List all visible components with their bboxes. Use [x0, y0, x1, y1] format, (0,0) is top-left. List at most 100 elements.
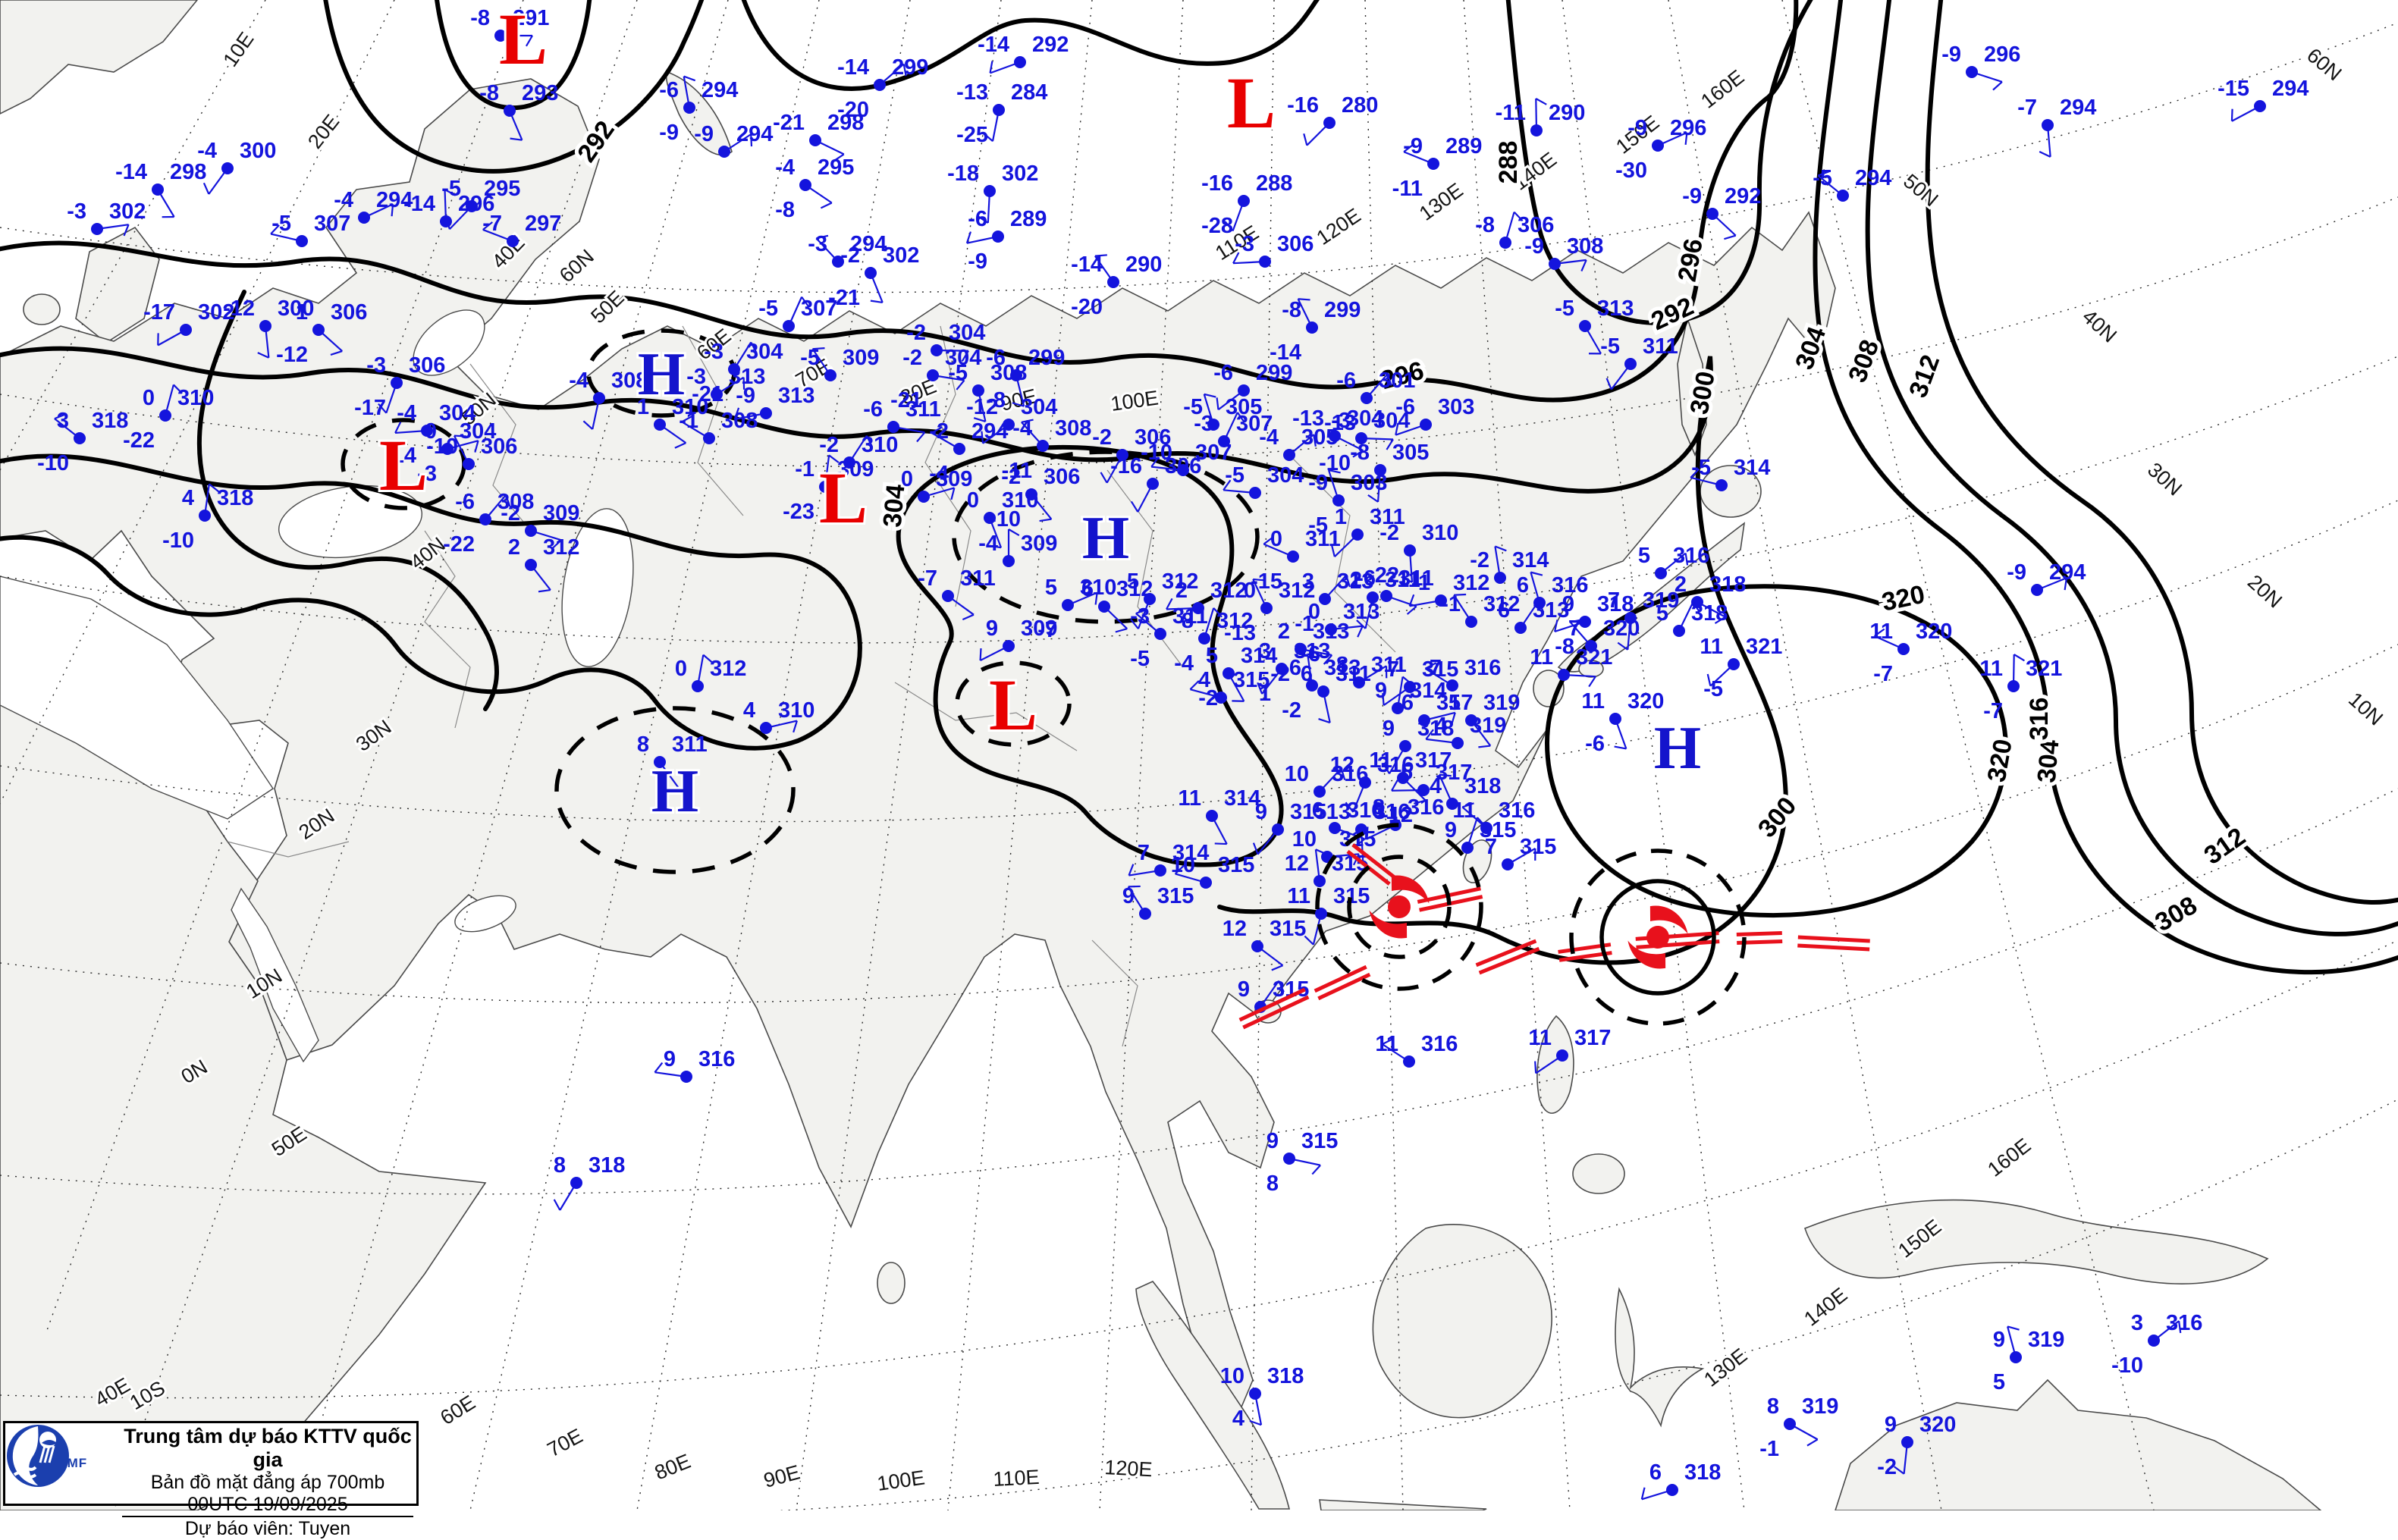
station-temperature: -8	[1282, 298, 1301, 322]
station-height: 315	[1301, 1129, 1338, 1153]
station-dot	[887, 421, 899, 433]
station-temperature: -3	[704, 340, 723, 364]
station-temperature: -18	[947, 162, 979, 186]
station-temperature: -16	[1201, 171, 1233, 196]
station-dewpoint-depression: -6	[1585, 732, 1605, 756]
station-dot	[312, 324, 325, 336]
station-dewpoint-depression: -10	[162, 528, 194, 553]
landmass-ireland	[24, 294, 60, 325]
station-temperature: -8	[479, 81, 499, 105]
station-dot	[1147, 478, 1159, 490]
station-temperature: 8	[1182, 609, 1194, 633]
station-height: 315	[1233, 668, 1270, 692]
station-temperature: -4	[775, 155, 795, 180]
station-height: 319	[1802, 1394, 1838, 1419]
station-temperature: 13	[1326, 800, 1351, 824]
station-height: 311	[1643, 334, 1678, 359]
station-dewpoint-depression: 8	[1266, 1171, 1279, 1196]
station-dot	[1003, 640, 1015, 652]
station-dot	[1116, 449, 1128, 461]
station-height: 318	[1267, 1364, 1304, 1388]
station-temperature: 0	[1244, 579, 1256, 603]
station-dot	[180, 324, 192, 336]
station-temperature: -3	[67, 199, 86, 224]
station-temperature: 12	[1285, 852, 1309, 876]
station-temperature: 6	[1517, 573, 1529, 597]
station-dot	[1355, 432, 1367, 444]
legend-subtitle: Bản đồ mặt đẳng áp 700mb	[122, 1472, 413, 1494]
grid-label: 110E	[993, 1466, 1040, 1491]
station-height: 293	[522, 81, 558, 105]
station-temperature: -16	[1287, 93, 1319, 118]
station-height: 315	[1157, 884, 1194, 908]
station-temperature: 8	[554, 1153, 566, 1178]
station-dot	[1579, 320, 1591, 332]
station-temperature: -14	[1071, 252, 1103, 277]
station-temperature: -5	[758, 296, 778, 321]
station-height: 311	[672, 732, 708, 757]
station-temperature: -5	[1555, 296, 1574, 321]
station-dot	[463, 458, 475, 470]
station-temperature: 9	[1266, 1129, 1279, 1153]
station-temperature: 9	[1993, 1328, 2005, 1352]
station-dot	[1144, 593, 1156, 605]
station-height: 292	[1032, 33, 1069, 57]
station-temperature: 5	[1045, 576, 1057, 600]
station-dewpoint-depression: -2	[1877, 1455, 1897, 1479]
station-height: 298	[827, 111, 864, 135]
station-dot	[931, 344, 943, 356]
station-dot	[1706, 208, 1718, 220]
landmass-sri-lanka	[877, 1262, 905, 1303]
station-dot	[1287, 550, 1299, 563]
station-height: 302	[198, 300, 234, 325]
station-height: 294	[736, 122, 773, 146]
station-dot	[1098, 601, 1110, 613]
station-dot	[703, 432, 715, 444]
station-height: 311	[960, 566, 996, 591]
station-height: 284	[1011, 80, 1047, 105]
station-temperature: 0	[143, 386, 155, 410]
station-height: 316	[1421, 1032, 1458, 1056]
station-height: 318	[1597, 592, 1634, 616]
high-center-symbol: H	[638, 341, 685, 408]
station-dot	[760, 722, 772, 734]
station-dot	[441, 443, 454, 455]
station-temperature: -13	[1292, 406, 1324, 431]
station-dot	[1323, 117, 1336, 129]
station-dot	[2031, 584, 2043, 596]
station-dot	[1549, 258, 1561, 270]
high-center-symbol: H	[1654, 715, 1701, 782]
station-temperature: 5	[1656, 601, 1668, 626]
station-temperature: 2	[508, 535, 520, 560]
station-dot	[783, 320, 795, 332]
legend-forecaster: Dự báo viên: Tuyen	[122, 1516, 413, 1540]
station-temperature: -17	[143, 300, 175, 325]
station-temperature: -2	[1470, 548, 1489, 572]
station-dot	[1452, 737, 1464, 749]
station-height: 306	[331, 300, 367, 325]
station-dot	[927, 369, 939, 381]
station-height: 304	[746, 340, 783, 364]
station-dot	[809, 134, 821, 146]
station-dewpoint-depression: -25	[956, 123, 988, 147]
station-temperature: -9	[694, 122, 714, 146]
station-temperature: -2	[840, 243, 860, 268]
station-dot	[259, 320, 272, 332]
station-dot	[654, 419, 666, 431]
station-temperature: 9	[1122, 884, 1135, 908]
station-height: 298	[170, 160, 206, 184]
station-temperature: -9	[1524, 234, 1544, 259]
station-dot	[1283, 449, 1295, 461]
station-dot	[358, 212, 370, 224]
station-temperature: -4	[1012, 416, 1032, 441]
station-height: 302	[883, 243, 919, 268]
station-temperature: 9	[1562, 592, 1574, 616]
station-temperature: 9	[1375, 679, 1387, 703]
station-height: 317	[1574, 1026, 1611, 1050]
station-dot	[525, 525, 537, 537]
station-dot	[1579, 616, 1591, 628]
station-temperature: 8	[1373, 795, 1385, 820]
station-temperature: -2	[1379, 521, 1399, 545]
station-dot	[1206, 810, 1218, 822]
station-dot	[1533, 597, 1546, 609]
